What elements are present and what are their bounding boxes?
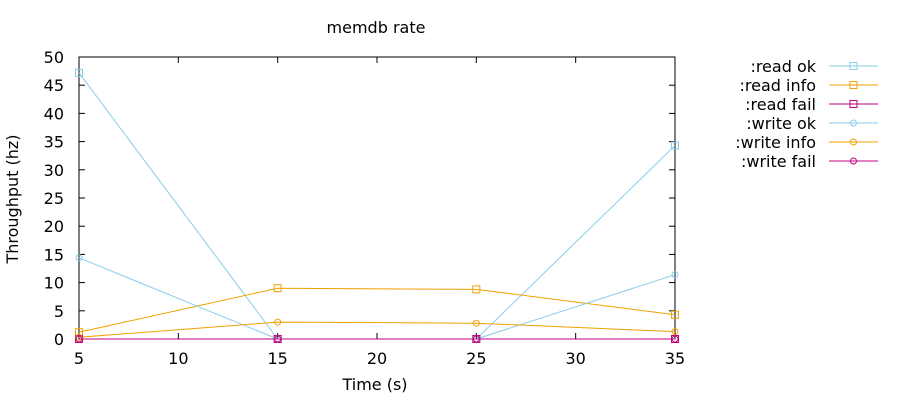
legend-item-read-info: :read info: [739, 76, 878, 95]
legend-marker: [850, 138, 857, 146]
y-tick-label: 15: [44, 245, 64, 264]
data-point-read-info: [671, 310, 679, 319]
x-tick-label: 20: [367, 349, 387, 368]
legend-item-read-ok: :read ok: [750, 57, 878, 76]
y-tick-label: 10: [44, 274, 64, 293]
y-tick-label: 30: [44, 161, 64, 180]
y-tick-label: 50: [44, 48, 64, 67]
data-point-write-fail: [671, 335, 679, 343]
y-tick-label: 5: [54, 302, 64, 321]
legend-item-write-fail: :write fail: [741, 152, 878, 171]
legend-label: :read ok: [750, 57, 816, 76]
data-point-write-fail: [75, 335, 83, 343]
x-tick-label: 30: [565, 349, 585, 368]
series-markers: [75, 68, 679, 343]
y-tick-label: 20: [44, 217, 64, 236]
series-line-read-info: [78, 287, 676, 333]
data-point-write-info: [671, 328, 679, 336]
legend-label: :read info: [739, 76, 816, 95]
y-tick-label: 40: [44, 104, 64, 123]
series-line-read-ok: [78, 72, 676, 340]
x-tick-label: 35: [665, 349, 685, 368]
x-tick-label: 25: [466, 349, 486, 368]
legend-marker: [850, 157, 857, 165]
series-lines: [78, 72, 676, 340]
x-tick-label: 5: [74, 349, 84, 368]
legend-label: :write ok: [746, 114, 816, 133]
data-point-write-info: [274, 318, 282, 326]
legend-label: :write info: [735, 133, 816, 152]
data-point-read-ok: [671, 141, 679, 150]
y-tick-label: 35: [44, 133, 64, 152]
x-axis-label: Time (s): [341, 375, 407, 394]
y-tick-label: 45: [44, 76, 64, 95]
legend-item-write-info: :write info: [735, 133, 878, 152]
legend-item-read-fail: :read fail: [745, 95, 878, 114]
x-tick-label: 15: [267, 349, 287, 368]
x-tick-label: 10: [168, 349, 188, 368]
data-point-write-ok: [75, 254, 83, 262]
data-point-write-ok: [671, 271, 679, 279]
legend-label: :write fail: [741, 152, 816, 171]
legend-item-write-ok: :write ok: [746, 114, 878, 133]
legend: :read ok:read info:read fail:write ok:wr…: [735, 57, 878, 171]
plot-frame: [78, 56, 676, 340]
data-point-read-ok: [75, 68, 83, 77]
data-point-write-info: [472, 319, 480, 327]
legend-label: :read fail: [745, 95, 816, 114]
legend-marker: [850, 119, 857, 127]
series-line-write-ok: [78, 257, 676, 340]
y-tick-label: 25: [44, 189, 64, 208]
data-point-read-info: [273, 284, 282, 293]
y-axis-label: Throughput (hz): [3, 134, 22, 264]
series-line-write-info: [78, 321, 676, 338]
legend-marker: [849, 81, 858, 89]
chart-title: memdb rate: [327, 18, 426, 37]
data-point-read-info: [472, 285, 481, 294]
legend-marker: [849, 62, 858, 70]
legend-marker: [849, 100, 858, 108]
data-point-write-fail: [472, 335, 480, 343]
data-point-write-fail: [274, 335, 282, 343]
y-tick-label: 0: [54, 330, 64, 349]
